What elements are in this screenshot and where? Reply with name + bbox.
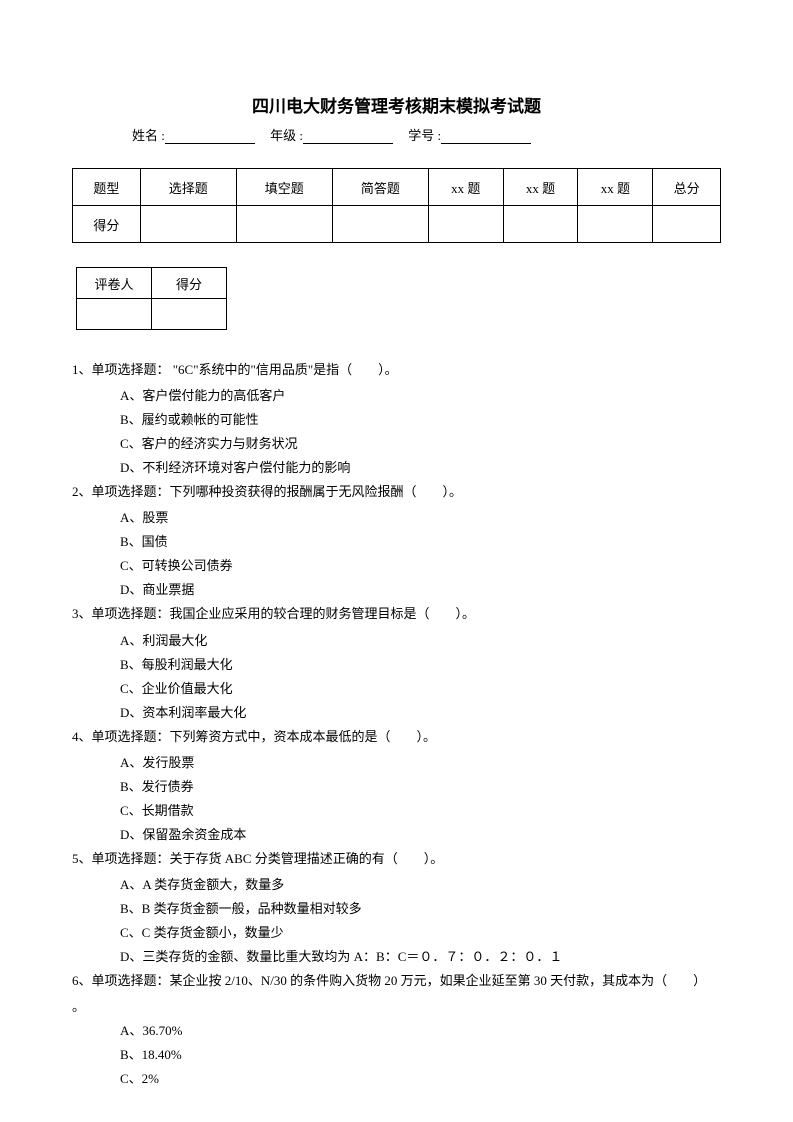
th-xx2: xx 题 — [503, 169, 578, 206]
th-xx1: xx 题 — [428, 169, 503, 206]
score-cell — [236, 206, 332, 243]
question-option: C、2% — [120, 1067, 721, 1091]
question-option: A、股票 — [120, 506, 721, 530]
question-option: A、A 类存货金额大，数量多 — [120, 873, 721, 897]
score-table-small: 评卷人 得分 — [76, 267, 227, 330]
question-option: B、每股利润最大化 — [120, 653, 721, 677]
score-cell — [152, 299, 227, 330]
marker-cell — [77, 299, 152, 330]
question-stem: 1、单项选择题： "6C"系统中的"信用品质"是指（ ）。 — [72, 358, 721, 382]
grade-field[interactable] — [303, 129, 393, 144]
question-stem: 2、单项选择题：下列哪种投资获得的报酬属于无风险报酬（ ）。 — [72, 480, 721, 504]
row-score-label: 得分 — [73, 206, 141, 243]
score-cell — [332, 206, 428, 243]
score-cell — [140, 206, 236, 243]
score-cell — [428, 206, 503, 243]
question-option: C、C 类存货金额小，数量少 — [120, 921, 721, 945]
question-stem: 5、单项选择题：关于存货 ABC 分类管理描述正确的有（ ）。 — [72, 847, 721, 871]
question-option: C、长期借款 — [120, 799, 721, 823]
score-cell — [503, 206, 578, 243]
score-cell — [653, 206, 721, 243]
question-option: D、不利经济环境对客户偿付能力的影响 — [120, 456, 721, 480]
question-option: C、企业价值最大化 — [120, 677, 721, 701]
question-option: A、发行股票 — [120, 751, 721, 775]
question-option: A、36.70% — [120, 1019, 721, 1043]
question-stem: 6、单项选择题：某企业按 2/10、N/30 的条件购入货物 20 万元，如果企… — [72, 969, 721, 993]
question-option: C、可转换公司债券 — [120, 554, 721, 578]
question-option: D、保留盈余资金成本 — [120, 823, 721, 847]
question-option: C、客户的经济实力与财务状况 — [120, 432, 721, 456]
th-blank: 填空题 — [236, 169, 332, 206]
question-option: A、客户偿付能力的高低客户 — [120, 384, 721, 408]
th-type: 题型 — [73, 169, 141, 206]
th-choice: 选择题 — [140, 169, 236, 206]
exam-title: 四川电大财务管理考核期末模拟考试题 — [72, 92, 721, 117]
question-option: B、发行债券 — [120, 775, 721, 799]
question-option: B、国债 — [120, 530, 721, 554]
id-field[interactable] — [441, 129, 531, 144]
question-stem: 3、单项选择题：我国企业应采用的较合理的财务管理目标是（ ）。 — [72, 602, 721, 626]
score-table-main: 题型 选择题 填空题 简答题 xx 题 xx 题 xx 题 总分 得分 — [72, 168, 721, 243]
name-field[interactable] — [165, 129, 255, 144]
th-short: 简答题 — [332, 169, 428, 206]
th-total: 总分 — [653, 169, 721, 206]
marker-label: 评卷人 — [77, 268, 152, 299]
question-option: A、利润最大化 — [120, 629, 721, 653]
question-option: B、履约或赖帐的可能性 — [120, 408, 721, 432]
question-option: D、商业票据 — [120, 578, 721, 602]
student-info-line: 姓名 : 年级 : 学号 : — [132, 125, 721, 144]
th-xx3: xx 题 — [578, 169, 653, 206]
name-label: 姓名 : — [132, 128, 165, 143]
question-stem: 4、单项选择题：下列筹资方式中，资本成本最低的是（ ）。 — [72, 725, 721, 749]
grade-label: 年级 : — [270, 128, 303, 143]
question-option: D、三类存货的金额、数量比重大致均为 A：B：C＝０．７：０．２：０．１ — [120, 945, 721, 969]
question-option: D、资本利润率最大化 — [120, 701, 721, 725]
question-stem-tail: 。 — [72, 995, 721, 1019]
score-cell — [578, 206, 653, 243]
id-label: 学号 : — [408, 128, 441, 143]
question-option: B、B 类存货金额一般，品种数量相对较多 — [120, 897, 721, 921]
score-label: 得分 — [152, 268, 227, 299]
question-option: B、18.40% — [120, 1043, 721, 1067]
